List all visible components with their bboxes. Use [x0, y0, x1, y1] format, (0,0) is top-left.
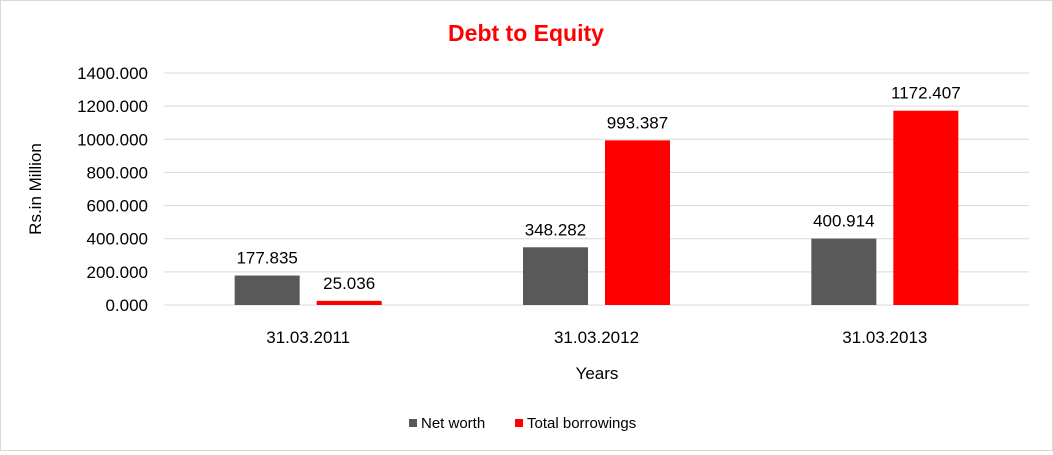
legend-swatch	[515, 419, 523, 427]
y-tick-label: 400.000	[87, 230, 148, 249]
x-category-label: 31.03.2013	[842, 328, 927, 347]
bar-total-borrowings	[605, 140, 670, 305]
data-label: 993.387	[607, 113, 668, 132]
y-tick-label: 0.000	[105, 296, 148, 315]
x-axis-categories: 31.03.2011 31.03.2012 31.03.2013	[266, 328, 927, 347]
bar-net-worth	[234, 275, 300, 305]
x-category-label: 31.03.2011	[266, 328, 350, 347]
bars	[234, 110, 959, 305]
bar-total-borrowings	[893, 110, 959, 305]
y-tick-label: 1400.000	[77, 64, 148, 83]
legend-swatch	[409, 419, 417, 427]
y-tick-label: 1200.000	[77, 97, 148, 116]
data-label: 177.835	[236, 249, 297, 268]
data-label: 348.282	[525, 220, 586, 239]
chart-title: Debt to Equity	[448, 20, 604, 46]
bar-net-worth	[811, 238, 877, 305]
y-tick-label: 200.000	[87, 263, 148, 282]
bar-total-borrowings	[316, 300, 382, 305]
x-axis-title: Years	[576, 364, 619, 383]
y-axis-title: Rs.in Million	[26, 143, 45, 235]
gridlines	[164, 72, 1029, 306]
legend-label: Net worth	[421, 415, 485, 432]
y-tick-label: 800.000	[87, 163, 148, 182]
data-label: 25.036	[323, 274, 375, 293]
y-tick-label: 1000.000	[77, 130, 148, 149]
y-axis-ticks: 0.000 200.000 400.000 600.000 800.000 1000.00…	[77, 64, 148, 315]
bar-net-worth	[523, 247, 588, 305]
legend: Net worth Total borrowings	[409, 415, 636, 432]
legend-label: Total borrowings	[527, 415, 636, 432]
data-label: 1172.407	[891, 84, 961, 103]
data-label: 400.914	[813, 212, 874, 231]
y-tick-label: 600.000	[87, 197, 148, 216]
data-labels: 177.835 25.036 348.282 993.387 400.914 1172.4…	[236, 84, 960, 293]
x-category-label: 31.03.2012	[554, 328, 639, 347]
